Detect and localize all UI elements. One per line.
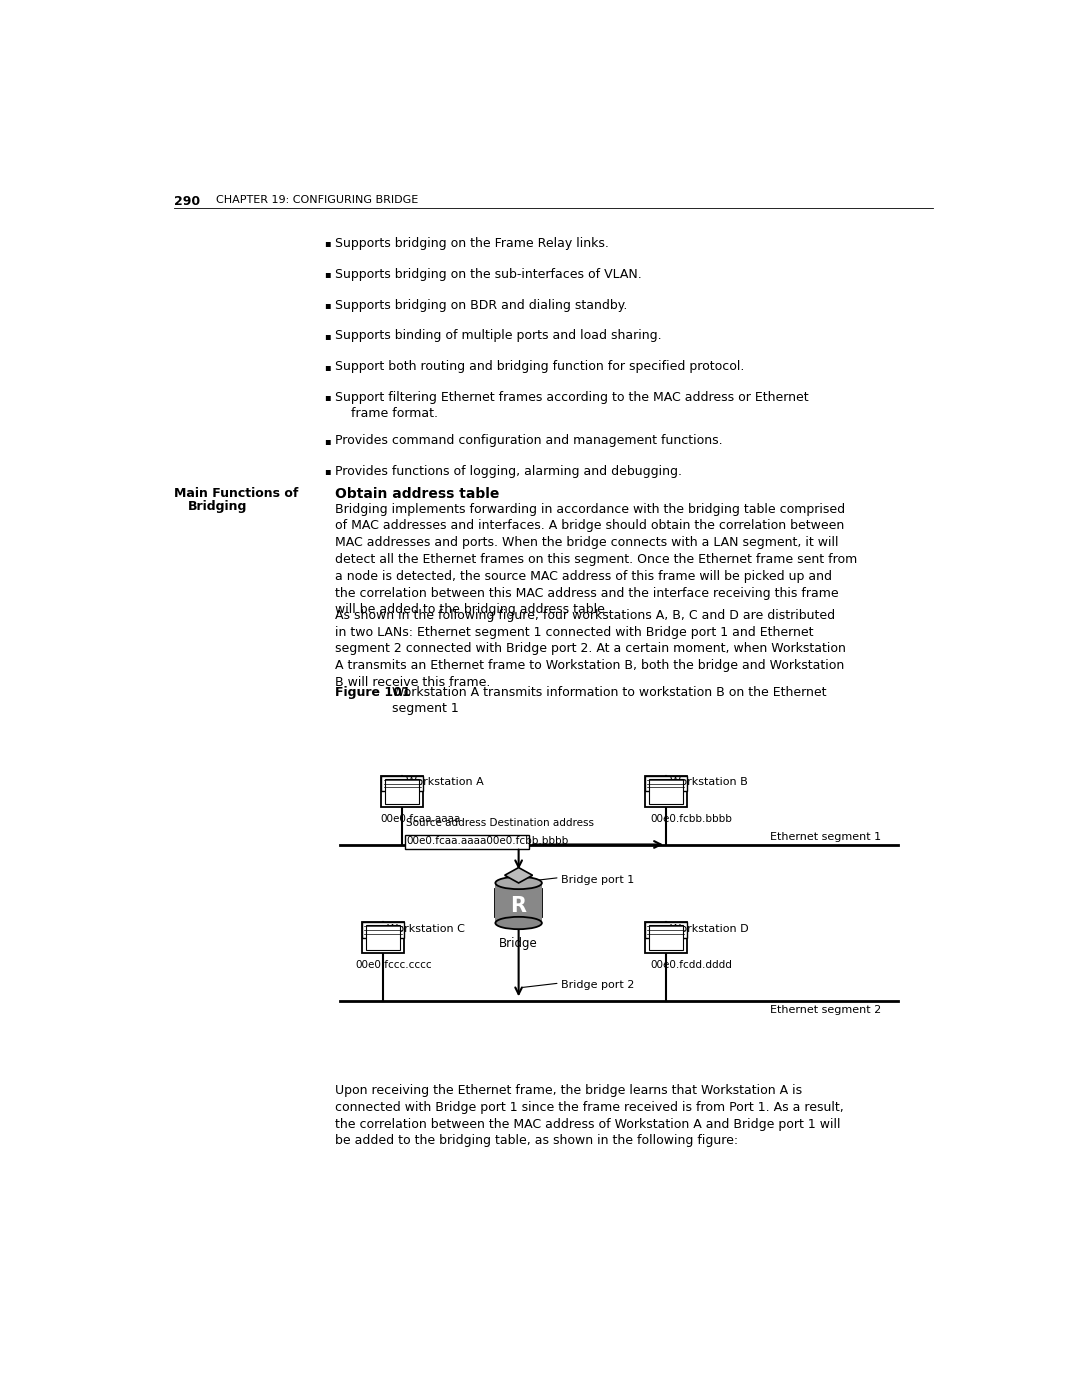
- Text: ▪: ▪: [324, 436, 330, 446]
- Text: 00e0.fcbb.bbbb: 00e0.fcbb.bbbb: [650, 813, 732, 824]
- Text: ▪: ▪: [324, 331, 330, 341]
- Bar: [645, 922, 687, 953]
- Ellipse shape: [496, 877, 542, 888]
- Ellipse shape: [496, 916, 542, 929]
- Text: 290: 290: [174, 194, 200, 208]
- Text: Supports binding of multiple ports and load sharing.: Supports binding of multiple ports and l…: [335, 330, 662, 342]
- Bar: [386, 778, 419, 805]
- Text: ▪: ▪: [324, 393, 330, 402]
- Bar: [366, 925, 400, 950]
- Text: Supports bridging on the sub-interfaces of VLAN.: Supports bridging on the sub-interfaces …: [335, 268, 642, 281]
- Text: 00e0.fccc.cccc: 00e0.fccc.cccc: [356, 960, 432, 970]
- Bar: [496, 883, 542, 923]
- Text: Supports bridging on the Frame Relay links.: Supports bridging on the Frame Relay lin…: [335, 237, 609, 250]
- Text: As shown in the following figure, four workstations A, B, C and D are distribute: As shown in the following figure, four w…: [335, 609, 846, 689]
- Text: Support both routing and bridging function for specified protocol.: Support both routing and bridging functi…: [335, 360, 744, 373]
- Bar: [362, 922, 404, 953]
- Text: Workstation A transmits information to workstation B on the Ethernet
   segment : Workstation A transmits information to w…: [380, 686, 826, 715]
- Bar: [405, 835, 529, 849]
- Text: Workstation C: Workstation C: [387, 923, 464, 933]
- Text: Upon receiving the Ethernet frame, the bridge learns that Workstation A is
conne: Upon receiving the Ethernet frame, the b…: [335, 1084, 843, 1147]
- Text: Workstation B: Workstation B: [670, 778, 747, 788]
- Text: Bridge port 2: Bridge port 2: [562, 979, 635, 990]
- Bar: [381, 775, 423, 806]
- Text: Support filtering Ethernet frames according to the MAC address or Ethernet
    f: Support filtering Ethernet frames accord…: [335, 391, 809, 420]
- Text: 00e0.fcaa.aaaa: 00e0.fcaa.aaaa: [380, 813, 461, 824]
- Text: Supports bridging on BDR and dialing standby.: Supports bridging on BDR and dialing sta…: [335, 299, 627, 312]
- Text: ▪: ▪: [324, 362, 330, 372]
- Text: CHAPTER 19: CONFIGURING BRIDGE: CHAPTER 19: CONFIGURING BRIDGE: [216, 194, 419, 204]
- Text: Provides command configuration and management functions.: Provides command configuration and manag…: [335, 434, 723, 447]
- Text: Bridging implements forwarding in accordance with the bridging table comprised
o: Bridging implements forwarding in accord…: [335, 503, 858, 616]
- Text: 00e0.fcdd.dddd: 00e0.fcdd.dddd: [650, 960, 732, 970]
- Text: ▪: ▪: [324, 239, 330, 249]
- Text: Ethernet segment 2: Ethernet segment 2: [770, 1004, 881, 1014]
- Text: Bridge: Bridge: [499, 937, 538, 950]
- Text: Provides functions of logging, alarming and debugging.: Provides functions of logging, alarming …: [335, 465, 681, 478]
- Text: Bridging: Bridging: [188, 500, 247, 513]
- Text: Workstation A: Workstation A: [406, 778, 484, 788]
- Text: ▪: ▪: [324, 300, 330, 310]
- Text: ▪: ▪: [324, 467, 330, 476]
- Text: Ethernet segment 1: Ethernet segment 1: [770, 833, 881, 842]
- Polygon shape: [504, 868, 532, 883]
- Text: Main Functions of: Main Functions of: [174, 488, 298, 500]
- Bar: [381, 775, 423, 791]
- Bar: [362, 922, 404, 937]
- Text: Bridge port 1: Bridge port 1: [562, 875, 635, 884]
- Bar: [649, 778, 683, 805]
- Bar: [649, 925, 683, 950]
- Text: Figure 101: Figure 101: [335, 686, 410, 698]
- Text: 00e0.fcaa.aaaa00e0.fcbb.bbbb: 00e0.fcaa.aaaa00e0.fcbb.bbbb: [406, 835, 568, 847]
- Text: Workstation D: Workstation D: [670, 923, 748, 933]
- Bar: [645, 775, 687, 791]
- Text: Obtain address table: Obtain address table: [335, 488, 499, 502]
- Text: Source address Destination address: Source address Destination address: [406, 817, 594, 827]
- Bar: [645, 775, 687, 806]
- Text: R: R: [511, 895, 527, 916]
- Text: ▪: ▪: [324, 270, 330, 279]
- Bar: [645, 922, 687, 937]
